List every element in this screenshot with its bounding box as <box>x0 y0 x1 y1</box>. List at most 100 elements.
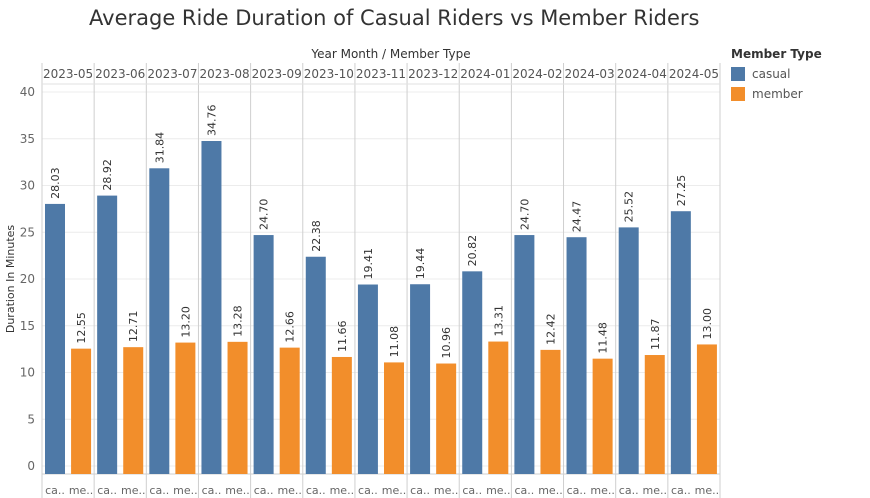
bar-member-2023-08 <box>227 341 248 474</box>
x-subcategory-label: me.. <box>173 484 197 497</box>
legend: Member Type casual member <box>731 47 822 107</box>
bar-member-2023-06 <box>123 347 144 474</box>
column-header-2023-12: 2023-12 <box>408 67 458 81</box>
x-subcategory-label: ca.. <box>254 484 274 497</box>
data-label-member-2024-01: 13.31 <box>492 305 505 337</box>
bar-member-2024-04 <box>644 355 665 474</box>
data-label-casual-2023-11: 19.41 <box>362 248 375 280</box>
data-label-member-2023-11: 11.08 <box>388 326 401 358</box>
column-header-2023-08: 2023-08 <box>199 67 249 81</box>
data-label-casual-2024-05: 27.25 <box>675 175 688 207</box>
bar-member-2024-03 <box>592 358 613 474</box>
x-subcategory-label: me.. <box>121 484 145 497</box>
bar-casual-2024-02 <box>514 235 535 474</box>
data-label-casual-2024-02: 24.70 <box>518 199 531 231</box>
legend-label-casual: casual <box>752 67 791 81</box>
data-label-member-2024-03: 11.48 <box>597 322 610 354</box>
data-label-casual-2023-09: 24.70 <box>258 199 271 231</box>
x-subcategory-label: ca.. <box>671 484 691 497</box>
x-subcategory-label: ca.. <box>306 484 326 497</box>
data-label-member-2023-06: 12.71 <box>127 311 140 343</box>
bar-casual-2023-10 <box>305 256 326 474</box>
bar-casual-2023-09 <box>253 235 274 474</box>
data-label-casual-2023-08: 34.76 <box>205 104 218 136</box>
y-axis-label: Duration In Minutes <box>4 225 17 334</box>
bar-member-2024-01 <box>488 341 509 474</box>
column-header-2023-11: 2023-11 <box>356 67 406 81</box>
y-tick-label: 5 <box>27 412 35 426</box>
data-label-casual-2023-06: 28.92 <box>101 159 114 190</box>
bar-casual-2023-12 <box>410 284 431 474</box>
legend-title: Member Type <box>731 47 822 61</box>
x-subcategory-label: me.. <box>225 484 249 497</box>
bar-member-2023-07 <box>175 342 196 474</box>
y-tick-label: 25 <box>20 225 35 239</box>
bar-casual-2024-01 <box>462 271 483 474</box>
column-header-2024-02: 2024-02 <box>512 67 562 81</box>
x-subcategory-label: me.. <box>277 484 301 497</box>
x-subcategory-label: me.. <box>486 484 510 497</box>
x-subcategory-label: me.. <box>330 484 354 497</box>
data-label-member-2023-08: 13.28 <box>232 305 245 336</box>
data-label-member-2023-10: 11.66 <box>336 320 349 352</box>
column-header-2024-05: 2024-05 <box>669 67 719 81</box>
y-tick-label: 10 <box>20 366 35 380</box>
x-subcategory-label: me.. <box>69 484 93 497</box>
column-header-2023-06: 2023-06 <box>95 67 145 81</box>
x-subcategory-label: me.. <box>434 484 458 497</box>
x-subcategory-label: ca.. <box>358 484 378 497</box>
bar-member-2023-05 <box>71 348 92 474</box>
column-header-2024-04: 2024-04 <box>617 67 667 81</box>
legend-item-casual[interactable]: casual <box>731 67 822 81</box>
column-header-2023-10: 2023-10 <box>304 67 354 81</box>
bar-member-2024-02 <box>540 349 561 474</box>
x-subcategory-label: me.. <box>695 484 719 497</box>
bar-casual-2024-05 <box>670 211 691 474</box>
data-label-member-2023-12: 10.96 <box>440 327 453 359</box>
column-headers: Year Month / Member Type 2023-05 2023-06 20… <box>43 47 719 81</box>
data-label-casual-2024-01: 20.82 <box>466 235 479 267</box>
column-header-2023-05: 2023-05 <box>43 67 93 81</box>
x-subcategory-label: ca.. <box>567 484 587 497</box>
bar-casual-2023-05 <box>45 203 65 474</box>
bar-casual-2023-08 <box>201 140 222 474</box>
chart-title: Average Ride Duration of Casual Riders v… <box>89 6 700 30</box>
data-label-casual-2024-03: 24.47 <box>571 201 584 233</box>
y-tick-label: 30 <box>20 179 35 193</box>
x-subcategory-label: me.. <box>590 484 614 497</box>
column-header-2024-01: 2024-01 <box>460 67 510 81</box>
bar-member-2023-11 <box>384 362 404 474</box>
y-tick-label: 15 <box>20 319 35 333</box>
x-subcategory-label: ca.. <box>462 484 482 497</box>
x-subcategory-label: ca.. <box>149 484 169 497</box>
x-subcategory-label: ca.. <box>45 484 65 497</box>
column-header-title: Year Month / Member Type <box>310 47 470 61</box>
legend-item-member[interactable]: member <box>731 87 822 101</box>
column-header-2023-09: 2023-09 <box>252 67 302 81</box>
bar-casual-2024-04 <box>618 227 639 474</box>
data-label-casual-2023-05: 28.03 <box>49 167 62 199</box>
bar-member-2024-05 <box>696 344 717 474</box>
data-label-member-2024-04: 11.87 <box>649 319 662 351</box>
gridlines <box>41 63 721 498</box>
column-header-2024-03: 2024-03 <box>565 67 615 81</box>
legend-swatch-member <box>731 87 745 101</box>
x-subcategory-label: ca.. <box>619 484 639 497</box>
bar-casual-2023-06 <box>97 195 118 474</box>
bar-member-2023-10 <box>331 356 352 474</box>
y-tick-label: 35 <box>20 132 35 146</box>
x-subcategory-label: me.. <box>382 484 406 497</box>
x-subcategory-label: ca.. <box>514 484 534 497</box>
legend-swatch-casual <box>731 67 745 81</box>
bar-casual-2023-11 <box>357 284 378 474</box>
x-subcategory-label: me.. <box>643 484 667 497</box>
x-subcategory-label: ca.. <box>410 484 430 497</box>
bars: 28.03 12.55 28.92 12.71 31.84 13.20 34.76 13.28… <box>45 104 717 474</box>
y-tick-label: 40 <box>20 85 35 99</box>
legend-label-member: member <box>752 87 803 101</box>
data-label-casual-2024-04: 25.52 <box>623 191 636 223</box>
data-label-member-2023-09: 12.66 <box>284 311 297 343</box>
x-subcategory-label: ca.. <box>97 484 117 497</box>
